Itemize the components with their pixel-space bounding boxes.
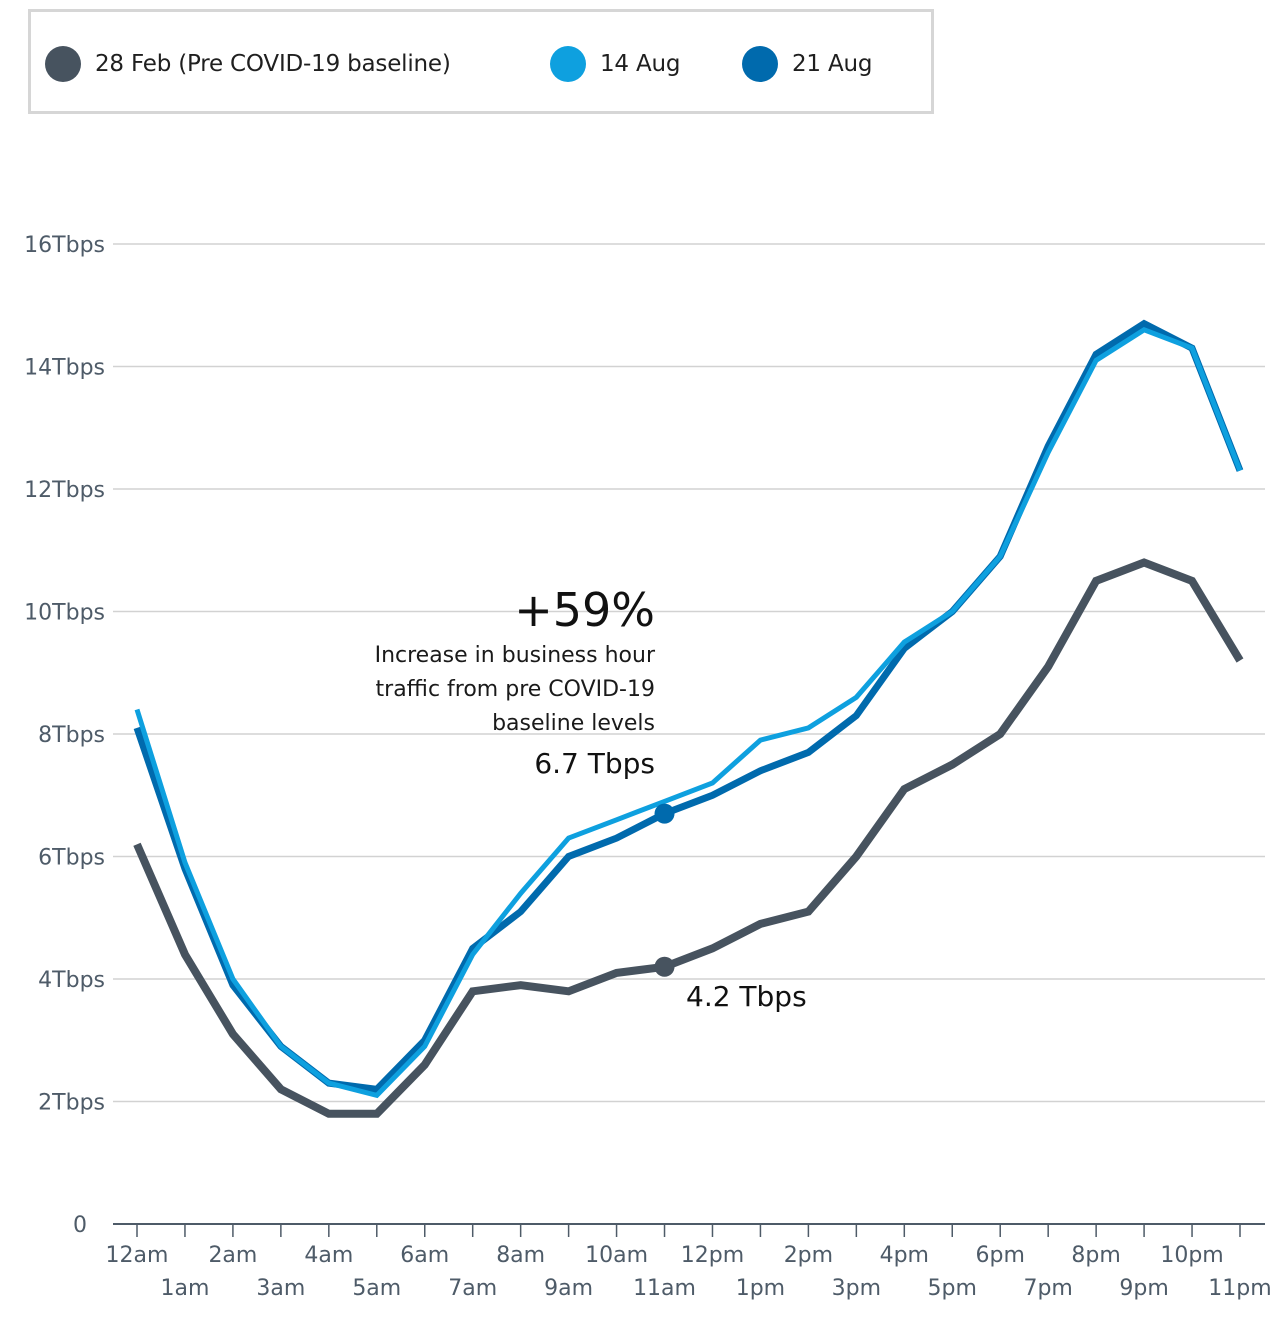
x-tick-label: 12pm [681, 1243, 744, 1268]
legend-item-21-aug[interactable]: 21 Aug [742, 46, 872, 82]
x-tick-label: 3am [256, 1276, 305, 1301]
legend-label-14-aug: 14 Aug [600, 51, 681, 77]
x-tick-label: 1pm [736, 1276, 785, 1301]
x-tick-label: 5pm [928, 1276, 977, 1301]
gridlines [113, 243, 1265, 1103]
x-tick-label: 10pm [1160, 1243, 1223, 1268]
y-tick-label: 10Tbps [24, 601, 105, 626]
x-tick-label: 8am [496, 1243, 545, 1268]
marker-baseline-11am [654, 956, 675, 977]
x-tick-label: 7am [448, 1276, 497, 1301]
legend-label-baseline: 28 Feb (Pre COVID-19 baseline) [95, 51, 451, 77]
annotation-baseline-value: 4.2 Tbps [686, 980, 807, 1013]
x-tick-label: 5am [352, 1276, 401, 1301]
series-lines [133, 319, 1244, 1118]
x-tick-label: 6pm [976, 1243, 1025, 1268]
y-tick-label: 6Tbps [38, 846, 105, 871]
marker-21-aug-11am [654, 803, 675, 824]
legend-swatch-baseline [45, 46, 81, 82]
x-tick-label: 12am [106, 1243, 169, 1268]
legend-item-baseline[interactable]: 28 Feb (Pre COVID-19 baseline) [45, 46, 451, 82]
y-axis-labels: 0 2Tbps 4Tbps 6Tbps 8Tbps 10Tbps 12Tbps 14Tbps 1… [24, 233, 105, 1238]
x-tick-label: 6am [400, 1243, 449, 1268]
legend-item-14-aug[interactable]: 14 Aug [550, 46, 680, 82]
y-tick-label: 12Tbps [24, 478, 105, 503]
y-tick-label: 14Tbps [24, 356, 105, 381]
x-tick-label: 3pm [832, 1276, 881, 1301]
x-tick-label: 2am [208, 1243, 257, 1268]
x-tick-label: 4pm [880, 1243, 929, 1268]
legend-swatch-21-aug [742, 46, 778, 82]
x-tick-label: 1am [160, 1276, 209, 1301]
annotation-markers [654, 803, 675, 977]
x-tick-label: 11am [633, 1276, 696, 1301]
y-tick-label: 2Tbps [38, 1091, 105, 1116]
x-tick-label: 11pm [1208, 1276, 1271, 1301]
series-line-21-aug [133, 319, 1244, 1093]
series-line-28-feb-pre-covid-19-baseline- [133, 558, 1244, 1118]
x-tick-label: 9am [544, 1276, 593, 1301]
legend-label-21-aug: 21 Aug [792, 51, 873, 77]
annotation-line-3: baseline levels [492, 711, 655, 736]
legend-swatch-14-aug [550, 46, 586, 82]
x-tick-label: 8pm [1071, 1243, 1120, 1268]
annotation-block: +59% Increase in business hour traffic f… [375, 583, 807, 1013]
x-tick-label: 4am [304, 1243, 353, 1268]
annotation-headline: +59% [514, 583, 655, 637]
y-tick-label: 16Tbps [24, 233, 105, 258]
y-tick-label: 4Tbps [38, 968, 105, 993]
y-tick-label: 8Tbps [38, 723, 105, 748]
x-axis: 12am 1am 2am 3am 4am 5am 6am 7am 8am 9am 10am 11am 1… [106, 1223, 1272, 1301]
annotation-line-1: Increase in business hour [375, 643, 656, 668]
y-tick-label: 0 [73, 1213, 87, 1238]
series-line-14-aug [134, 327, 1243, 1099]
chart-legend: 28 Feb (Pre COVID-19 baseline) 14 Aug 21… [28, 9, 934, 114]
x-tick-label: 7pm [1023, 1276, 1072, 1301]
x-tick-label: 2pm [784, 1243, 833, 1268]
x-tick-label: 9pm [1119, 1276, 1168, 1301]
x-tick-label: 10am [585, 1243, 648, 1268]
annotation-aug-value: 6.7 Tbps [534, 747, 655, 780]
annotation-line-2: traffic from pre COVID-19 [376, 677, 655, 702]
